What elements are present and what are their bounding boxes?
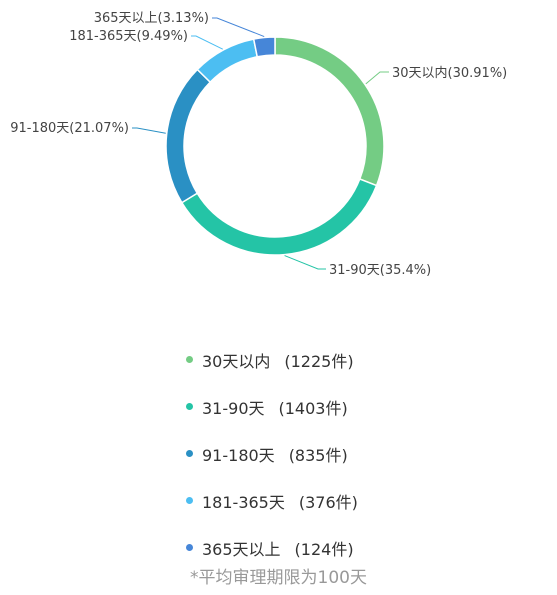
donut-slice-0[interactable] (274, 36, 385, 187)
legend-marker (186, 544, 193, 551)
legend-label: 30天以内 (202, 351, 271, 371)
legend-count: (1225件) (284, 351, 354, 371)
legend-item-1[interactable]: 31-90天 (1403件) (186, 383, 358, 430)
leader-line-2 (132, 127, 166, 134)
leader-line-0 (365, 71, 389, 85)
leader-line-3 (191, 35, 223, 50)
slice-label-0: 30天以内(30.91%) (392, 65, 507, 81)
legend-item-3[interactable]: 181-365天 (376件) (186, 477, 358, 524)
legend-label: 365天以上 (202, 539, 281, 559)
slice-label-2: 91-180天(21.07%) (10, 121, 129, 136)
slice-label-1: 31-90天(35.4%) (329, 263, 431, 278)
legend-marker (186, 450, 193, 457)
leader-line-4 (212, 17, 265, 37)
donut-slice-4[interactable] (252, 36, 276, 58)
donut-chart: 30天以内(30.91%) 31-90天(35.4%) 91-180天(21.07%… (10, 11, 507, 278)
legend-label: 181-365天 (202, 492, 285, 512)
donut-slice-2[interactable] (165, 68, 212, 204)
slice-label-3: 181-365天(9.49%) (69, 29, 188, 44)
legend-item-0[interactable]: 30天以内 (1225件) (186, 336, 358, 383)
legend-count: (1403件) (278, 398, 348, 418)
legend-marker (186, 497, 193, 504)
legend-marker (186, 356, 193, 363)
legend-label: 31-90天 (202, 398, 265, 418)
donut-slice-3[interactable] (196, 38, 259, 84)
slice-label-4: 365天以上(3.13%) (94, 11, 209, 26)
chart-legend: 30天以内 (1225件) 31-90天 (1403件) 91-180天 (83… (186, 336, 358, 571)
legend-marker (186, 403, 193, 410)
legend-count: (835件) (288, 445, 348, 465)
legend-item-4[interactable]: 365天以上 (124件) (186, 524, 358, 571)
donut-slice-1[interactable] (180, 178, 378, 256)
footnote: *平均审理期限为100天 (190, 568, 367, 588)
legend-count: (376件) (298, 492, 358, 512)
legend-label: 91-180天 (202, 445, 275, 465)
leader-line-1 (284, 255, 326, 270)
legend-item-2[interactable]: 91-180天 (835件) (186, 430, 358, 477)
legend-count: (124件) (294, 539, 354, 559)
